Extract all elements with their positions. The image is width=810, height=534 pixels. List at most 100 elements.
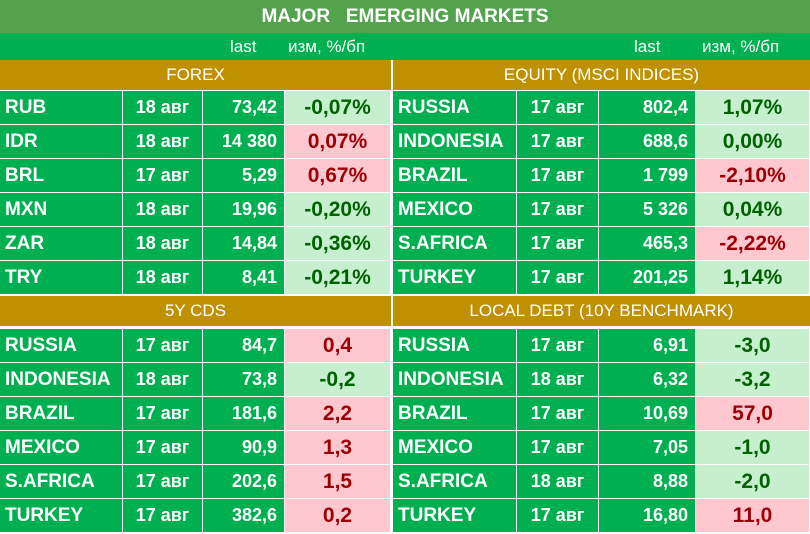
row-name: IDR (0, 125, 123, 159)
row-date: 17 авг (123, 329, 203, 363)
row-date: 17 авг (517, 499, 599, 533)
row-name: BRAZIL (0, 397, 123, 431)
forex-section-title: FOREX (0, 60, 391, 90)
row-last-value: 6,32 (599, 363, 696, 397)
row-date: 17 авг (517, 159, 599, 193)
row-name: RUSSIA (393, 91, 517, 125)
row-change: -0,07% (285, 91, 391, 125)
row-change: 0,2 (285, 499, 391, 533)
row-date: 17 авг (517, 91, 599, 125)
row-change: 0,4 (285, 329, 391, 363)
row-date: 17 авг (517, 397, 599, 431)
row-name: TURKEY (393, 499, 517, 533)
row-change: 1,5 (285, 465, 391, 499)
row-last-value: 802,4 (599, 91, 696, 125)
row-date: 18 авг (123, 227, 203, 261)
debt-row: MEXICO 17 авг 7,05 -1,0 (393, 431, 810, 465)
row-last-value: 8,41 (203, 261, 285, 295)
row-name: S.AFRICA (393, 227, 517, 261)
cds-row: MEXICO 17 авг 90,9 1,3 (0, 431, 391, 465)
row-date: 18 авг (123, 261, 203, 295)
row-date: 17 авг (123, 431, 203, 465)
row-date: 17 авг (517, 329, 599, 363)
forex-row: BRL 17 авг 5,29 0,67% (0, 159, 391, 193)
row-last-value: 14 380 (203, 125, 285, 159)
equity-row: S.AFRICA 17 авг 465,3 -2,22% (393, 227, 810, 261)
row-name: MEXICO (0, 431, 123, 465)
left-column-header: last изм, %/бп (0, 33, 392, 60)
left-change-header: изм, %/бп (288, 36, 366, 56)
row-date: 18 авг (123, 363, 203, 397)
row-change: -3,2 (696, 363, 810, 397)
row-change: -0,20% (285, 193, 391, 227)
row-name: ZAR (0, 227, 123, 261)
left-last-header: last (230, 36, 257, 56)
row-change: 1,3 (285, 431, 391, 465)
row-change: -1,0 (696, 431, 810, 465)
row-last-value: 84,7 (203, 329, 285, 363)
row-date: 18 авг (517, 363, 599, 397)
row-name: TURKEY (0, 499, 123, 533)
row-name: BRAZIL (393, 397, 517, 431)
row-change: -3,0 (696, 329, 810, 363)
row-date: 17 авг (123, 499, 203, 533)
row-change: 0,04% (696, 193, 810, 227)
forex-row: RUB 18 авг 73,42 -0,07% (0, 91, 391, 125)
debt-row: RUSSIA 17 авг 6,91 -3,0 (393, 329, 810, 363)
row-name: S.AFRICA (0, 465, 123, 499)
forex-row: TRY 18 авг 8,41 -0,21% (0, 261, 391, 295)
row-change: 1,14% (696, 261, 810, 295)
row-name: BRAZIL (393, 159, 517, 193)
equity-row: BRAZIL 17 авг 1 799 -2,10% (393, 159, 810, 193)
row-last-value: 16,80 (599, 499, 696, 533)
row-date: 17 авг (123, 397, 203, 431)
row-name: S.AFRICA (393, 465, 517, 499)
row-last-value: 14,84 (203, 227, 285, 261)
equity-section-title: EQUITY (MSCI INDICES) (393, 60, 810, 90)
row-change: -2,22% (696, 227, 810, 261)
cds-section-title: 5Y CDS (0, 296, 391, 326)
row-name: BRL (0, 159, 123, 193)
row-last-value: 202,6 (203, 465, 285, 499)
row-change: -2,10% (696, 159, 810, 193)
row-change: -0,21% (285, 261, 391, 295)
column-divider (391, 60, 393, 534)
row-change: 2,2 (285, 397, 391, 431)
row-last-value: 73,42 (203, 91, 285, 125)
row-date: 17 авг (517, 431, 599, 465)
row-last-value: 1 799 (599, 159, 696, 193)
row-last-value: 73,8 (203, 363, 285, 397)
cds-row: S.AFRICA 17 авг 202,6 1,5 (0, 465, 391, 499)
row-change: 0,67% (285, 159, 391, 193)
cds-row: RUSSIA 17 авг 84,7 0,4 (0, 329, 391, 363)
row-last-value: 5 326 (599, 193, 696, 227)
row-change: 1,07% (696, 91, 810, 125)
debt-row: TURKEY 17 авг 16,80 11,0 (393, 499, 810, 533)
row-date: 18 авг (123, 91, 203, 125)
row-date: 18 авг (517, 465, 599, 499)
row-name: MEXICO (393, 193, 517, 227)
row-last-value: 5,29 (203, 159, 285, 193)
row-last-value: 181,6 (203, 397, 285, 431)
row-last-value: 19,96 (203, 193, 285, 227)
row-name: RUSSIA (393, 329, 517, 363)
row-date: 17 авг (123, 465, 203, 499)
row-name: RUB (0, 91, 123, 125)
right-last-header: last (634, 36, 661, 56)
row-name: MXN (0, 193, 123, 227)
debt-row: BRAZIL 17 авг 10,69 57,0 (393, 397, 810, 431)
page-title: MAJOR EMERGING MARKETS (0, 0, 810, 33)
row-name: INDONESIA (393, 125, 517, 159)
row-change: 11,0 (696, 499, 810, 533)
row-last-value: 7,05 (599, 431, 696, 465)
row-last-value: 465,3 (599, 227, 696, 261)
row-date: 17 авг (123, 159, 203, 193)
row-last-value: 6,91 (599, 329, 696, 363)
row-date: 17 авг (517, 261, 599, 295)
right-change-header: изм, %/бп (702, 36, 780, 56)
row-name: INDONESIA (0, 363, 123, 397)
row-date: 18 авг (123, 125, 203, 159)
row-change: -0,2 (285, 363, 391, 397)
row-change: -0,36% (285, 227, 391, 261)
